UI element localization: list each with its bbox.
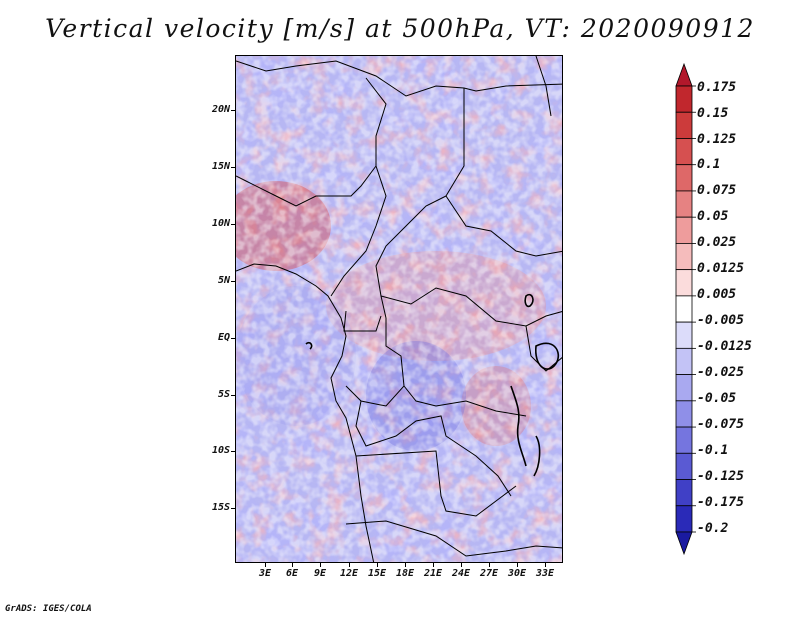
border-southern [345,520,562,557]
colorbar-label: -0.1 [697,443,729,458]
colorbar-swatch [675,243,693,271]
colorbar-label: -0.125 [697,469,744,484]
coastline-west [236,263,375,562]
colorbar-label: -0.2 [697,521,729,536]
colorbar-label: 0.1 [697,157,721,172]
border-drc-south [403,385,527,417]
lat-tick [231,338,235,339]
lat-tick [231,167,235,168]
speckle-texture [236,56,562,562]
colorbar-label: 0.175 [697,80,737,95]
lon-label-12e: 12E [339,568,359,579]
political-boundaries [236,56,562,562]
border-niger-chad [236,77,387,207]
colorbar-label: -0.05 [697,391,737,406]
lon-label-3e: 3E [258,568,272,579]
lat-label-10n: 10N [211,218,230,229]
lake-tanganyika [510,385,527,467]
lon-label-24e: 24E [451,568,471,579]
border-gabon-eq-guinea [343,310,382,332]
border-nigeria-cameroon [330,165,387,297]
border-car-south [380,287,562,327]
lakes [305,293,560,477]
colorbar-label: -0.075 [697,417,744,432]
lat-label-eq: EQ [217,332,230,343]
lon-tick [433,563,434,567]
lake-victoria [535,342,560,370]
colorbar-swatch [675,190,693,218]
border-north [236,60,562,97]
colorbar-swatch [675,426,693,454]
colorbar-swatch [675,269,693,297]
lon-label-6e: 6E [285,568,299,579]
colorbar-swatch [675,321,693,349]
colorbar-label: 0.025 [697,235,737,250]
colorbar-swatch [675,400,693,428]
lat-tick [231,110,235,111]
vertical-velocity-field [236,56,562,562]
colorbar-label: 0.0125 [697,261,744,276]
lat-label-5n: 5N [217,275,230,286]
lat-tick [231,395,235,396]
lon-label-30e: 30E [507,568,527,579]
lon-tick [292,563,293,567]
lon-tick [517,563,518,567]
lat-tick [231,508,235,509]
grads-credit: GrADS: IGES/COLA [5,604,92,614]
lat-tick [231,451,235,452]
colorbar-label: 0.075 [697,183,737,198]
colorbar-swatch [675,111,693,139]
lat-label-15s: 15S [211,502,230,513]
lat-tick [231,224,235,225]
colorbar-arrow-bottom [675,531,693,556]
lon-label-27e: 27E [479,568,499,579]
lat-label-5s: 5S [217,389,230,400]
colorbar-swatch [675,85,693,113]
lat-label-20n: 20N [211,104,230,115]
lat-label-10s: 10S [211,445,230,456]
map-panel [235,55,563,563]
border-angola-drc [355,400,512,497]
lake-malawi [533,435,541,477]
colorbar-label: 0.005 [697,287,737,302]
colorbar-label: -0.005 [697,313,744,328]
lon-tick [349,563,350,567]
lon-tick [489,563,490,567]
chart-title: Vertical velocity [m/s] at 500hPa, VT: 2… [45,14,755,43]
lon-tick [461,563,462,567]
colorbar-arrow-top [675,62,693,87]
colorbar-swatch [675,164,693,192]
colorbar-swatch [675,452,693,480]
lon-tick [545,563,546,567]
colorbar-swatch [675,295,693,323]
colorbar-swatch [675,505,693,533]
colorbar-label: 0.05 [697,209,729,224]
lon-label-18e: 18E [395,568,415,579]
border-angola-zambia [355,450,517,517]
lon-tick [377,563,378,567]
colorbar-label: 0.125 [697,132,737,147]
border-northeast [535,56,552,117]
colorbar-swatch [675,216,693,244]
colorbar-swatch [675,374,693,402]
bioko-island [305,341,313,350]
colorbar-swatch [675,138,693,166]
colorbar-label: -0.0125 [697,339,752,354]
lon-label-33e: 33E [535,568,555,579]
lon-label-21e: 21E [423,568,443,579]
lon-tick [320,563,321,567]
colorbar-swatch [675,479,693,507]
lake-albert [524,293,534,308]
lon-label-9e: 9E [313,568,327,579]
lon-tick [405,563,406,567]
lon-tick [265,563,266,567]
border-sudan [445,88,562,257]
colorbar-label: -0.025 [697,365,744,380]
lat-label-15n: 15N [211,161,230,172]
colorbar-label: -0.175 [697,495,744,510]
lat-tick [231,281,235,282]
lon-label-15e: 15E [367,568,387,579]
colorbar-swatch [675,347,693,375]
colorbar-label: 0.15 [697,106,729,121]
